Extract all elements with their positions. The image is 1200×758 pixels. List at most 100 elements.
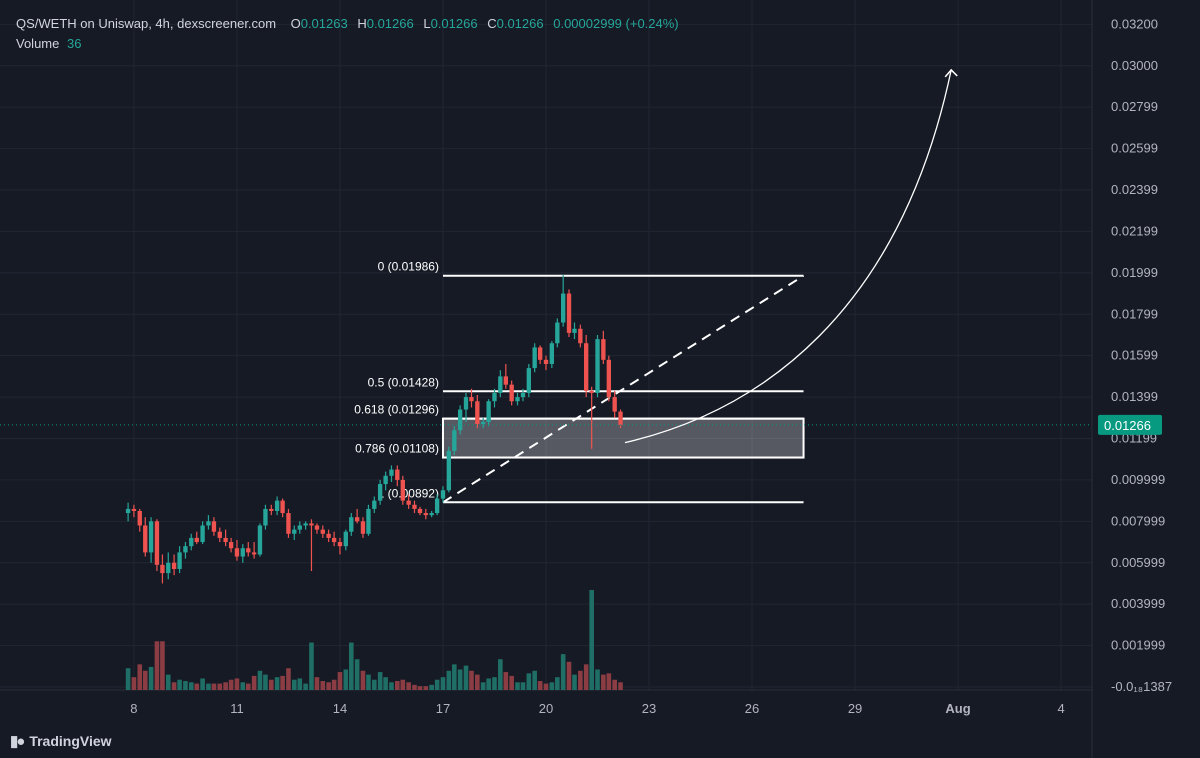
price-tick-label: -0.0₁₈1387 xyxy=(1111,679,1172,694)
candle-body xyxy=(303,523,308,526)
volume-bar xyxy=(314,677,320,690)
candle-body xyxy=(492,392,497,402)
candle-body xyxy=(469,397,474,402)
volume-bar xyxy=(406,682,411,690)
candle-body xyxy=(314,525,320,530)
volume-bar xyxy=(217,683,223,690)
candle-body xyxy=(412,504,417,509)
chart-legend: QS/WETH on Uniswap, 4h, dexscreener.com … xyxy=(16,14,685,54)
candle-body xyxy=(395,469,400,480)
volume-bar xyxy=(177,679,182,690)
volume-bar xyxy=(543,683,549,690)
fib-level-label: 0.5 (0.01428) xyxy=(368,375,439,389)
candle-body xyxy=(189,537,194,547)
candle-body xyxy=(578,328,583,344)
volume-bar xyxy=(429,684,434,690)
candle-body xyxy=(498,376,503,393)
volume-bar xyxy=(183,681,188,690)
time-tick-label: Aug xyxy=(945,701,970,716)
candle-body xyxy=(463,397,469,410)
candle-body xyxy=(549,343,555,364)
candle-body xyxy=(257,525,263,555)
candle-body xyxy=(429,513,434,516)
volume-bar xyxy=(377,672,383,690)
volume-bar xyxy=(457,669,463,690)
candle-body xyxy=(366,508,371,534)
volume-bar xyxy=(423,686,429,690)
price-tick-label: 0.01399 xyxy=(1111,389,1158,404)
volume-bar xyxy=(223,682,228,690)
volume-bar xyxy=(268,679,274,690)
candle-body xyxy=(532,347,537,369)
candle-body xyxy=(234,548,240,557)
price-tick-label: 0.02199 xyxy=(1111,223,1158,238)
candle-body xyxy=(343,531,348,547)
candle-body xyxy=(286,513,291,534)
symbol-title: QS/WETH on Uniswap, 4h, dexscreener.com xyxy=(16,16,277,31)
volume-bar xyxy=(303,683,308,690)
candle-body xyxy=(349,517,354,532)
time-tick-label: 23 xyxy=(642,701,656,716)
tradingview-brand[interactable]: ▮● TradingView xyxy=(10,732,112,750)
price-tick-label: 0.005999 xyxy=(1111,555,1165,570)
volume-bar xyxy=(372,679,377,690)
candle-body xyxy=(389,469,394,476)
candle-body xyxy=(326,533,331,538)
candle-body xyxy=(143,525,148,553)
volume-row: Volume 36 xyxy=(16,34,685,54)
candle-body xyxy=(417,508,423,514)
candle-body xyxy=(537,347,543,360)
volume-bar xyxy=(498,659,503,690)
candle-body xyxy=(269,508,274,511)
candle-body xyxy=(217,531,222,538)
price-tick-label: 0.02399 xyxy=(1111,182,1158,197)
candle-body xyxy=(372,500,377,509)
candle-body xyxy=(589,390,594,393)
candle-body xyxy=(240,548,245,557)
volume-bar xyxy=(555,677,560,690)
volume-bar xyxy=(263,674,268,690)
volume-bar xyxy=(206,683,211,690)
candle-body xyxy=(560,293,566,323)
volume-bar xyxy=(171,682,177,690)
candle-body xyxy=(555,322,560,344)
candle-body xyxy=(543,359,549,364)
volume-bar xyxy=(583,664,589,690)
candle-body xyxy=(206,521,211,526)
volume-label: Volume xyxy=(16,36,60,51)
volume-bar xyxy=(520,682,526,690)
volume-bar xyxy=(618,682,623,690)
candle-body xyxy=(440,490,446,499)
current-price-label: 0.01266 xyxy=(1104,418,1151,433)
volume-bar xyxy=(337,672,343,690)
trend-line xyxy=(442,274,805,504)
volume-bar xyxy=(578,670,583,690)
price-tick-label: 0.02799 xyxy=(1111,99,1158,114)
candle-body xyxy=(354,517,360,522)
candle-body xyxy=(274,500,280,511)
candle-body xyxy=(406,500,411,505)
volume-bar xyxy=(251,675,257,690)
fib-level-label: 0 (0.01986) xyxy=(378,260,439,274)
candle-body xyxy=(457,409,463,431)
candle-body xyxy=(125,508,131,514)
time-tick-label: 4 xyxy=(1057,701,1064,716)
arrow-head-icon xyxy=(944,68,958,78)
candle-body xyxy=(480,421,486,425)
current-price-badge xyxy=(1098,414,1162,435)
price-tick-label: 0.003999 xyxy=(1111,596,1165,611)
volume-bar xyxy=(234,678,240,690)
volume-bar xyxy=(188,682,194,690)
candle-body xyxy=(200,525,205,543)
candle-body xyxy=(423,513,428,516)
volume-bar xyxy=(131,677,137,690)
volume-bar xyxy=(440,677,446,690)
fib-level-label: 1 (0.00892) xyxy=(378,486,439,500)
candle-body xyxy=(211,521,217,532)
price-tick-label: 0.007999 xyxy=(1111,513,1165,528)
price-tick-label: 0.01999 xyxy=(1111,265,1158,280)
volume-bar xyxy=(257,670,263,690)
candle-body xyxy=(183,546,188,553)
volume-bar xyxy=(125,668,131,690)
